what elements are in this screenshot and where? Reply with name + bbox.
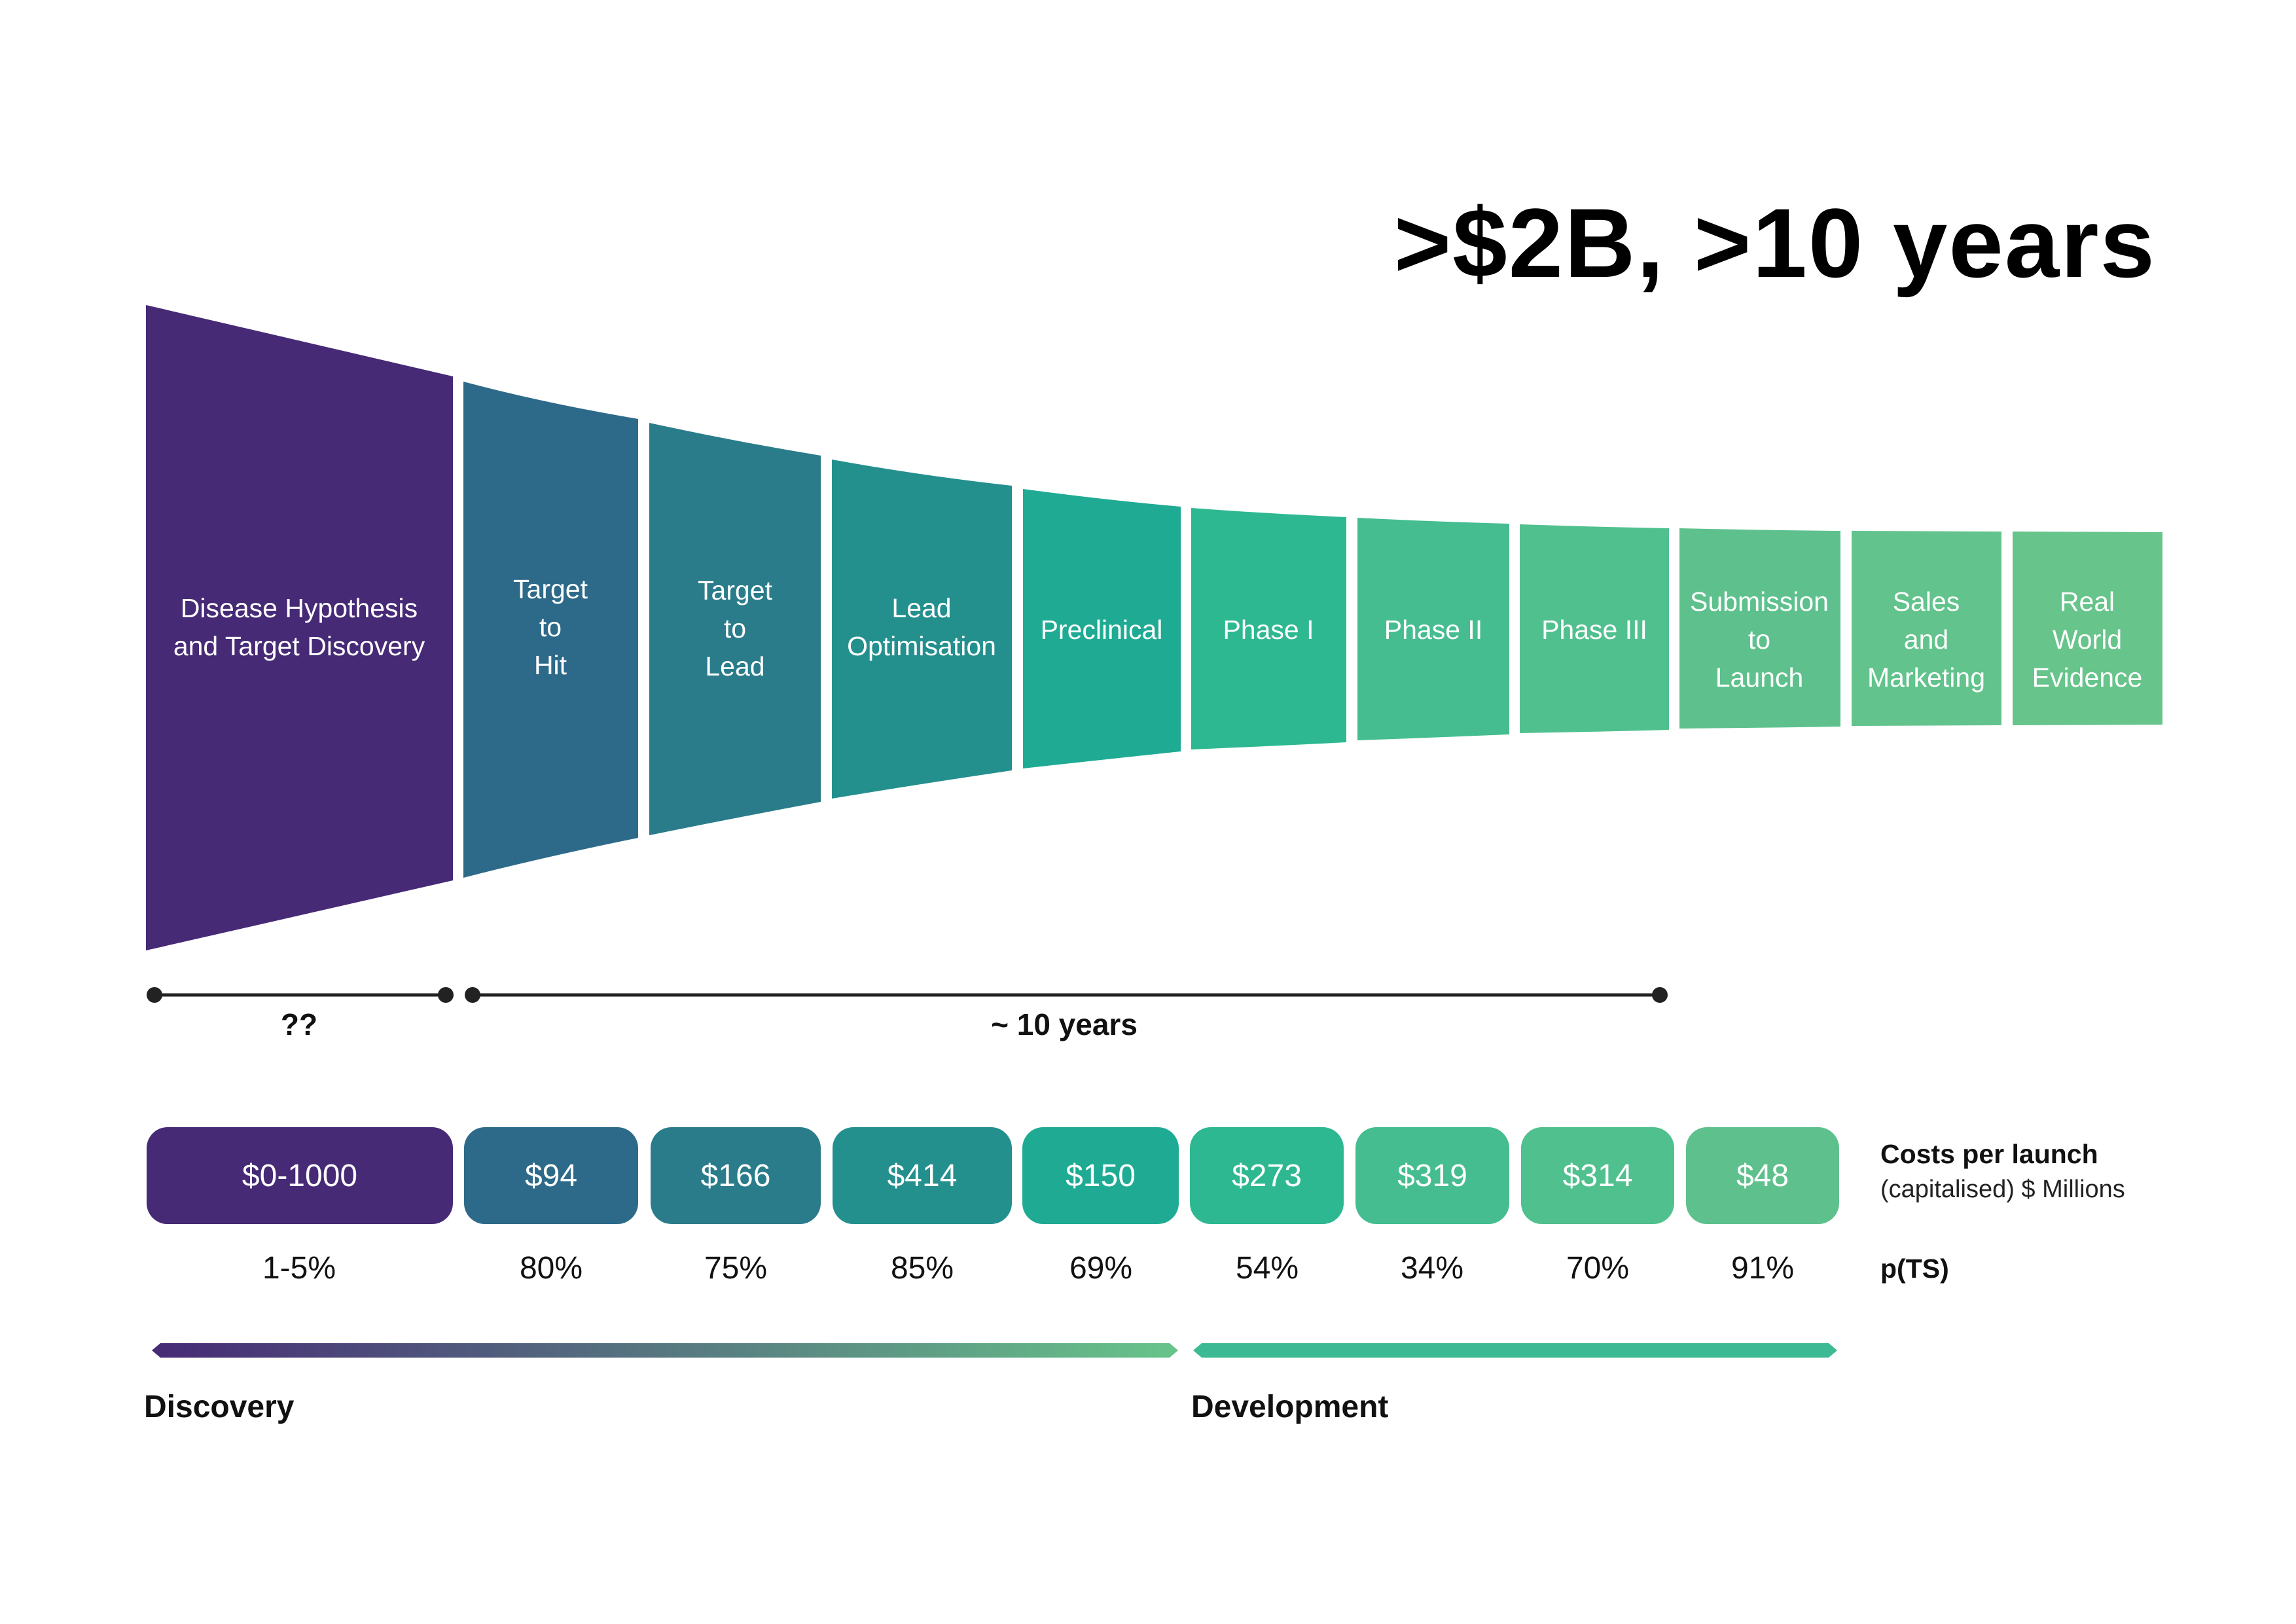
discovery-timeline-start-dot	[147, 987, 162, 1003]
stage-label-target-to-hit: Target to Hit	[513, 574, 588, 680]
prob-lead-optimisation: 85%	[890, 1251, 954, 1286]
stage-phase-iii-shape	[1520, 524, 1669, 733]
prob-target-to-lead: 75%	[704, 1251, 768, 1286]
cost-box-disease-hypothesis: $0-1000	[147, 1127, 453, 1224]
stage-label-phase-i: Phase I	[1223, 615, 1314, 645]
stage-label-sales-and-marketing: Sales and Marketing	[1867, 586, 1986, 693]
discovery-phase-label: Discovery	[144, 1390, 295, 1424]
development-timeline-end-dot	[1652, 987, 1668, 1003]
prob-phase-ii: 34%	[1400, 1251, 1464, 1286]
stage-submission-to-launch-shape	[1679, 528, 1840, 729]
prob-submission-to-launch: 91%	[1731, 1251, 1795, 1286]
cost-box-submission-to-launch: $48	[1686, 1127, 1839, 1224]
cost-box-lead-optimisation: $414	[833, 1127, 1012, 1224]
cost-box-target-to-lead: $166	[651, 1127, 821, 1224]
development-phase-label: Development	[1191, 1390, 1389, 1424]
cost-box-preclinical: $150	[1022, 1127, 1179, 1224]
stage-real-world-evidence-shape	[2013, 532, 2162, 725]
discovery-timeline-end-dot	[438, 987, 454, 1003]
stage-label-real-world-evidence: Real World Evidence	[2032, 586, 2143, 693]
costs-title: Costs per launch	[1880, 1139, 2098, 1169]
probabilities-title: p(TS)	[1880, 1254, 1949, 1284]
stage-target-to-lead-shape	[649, 423, 821, 835]
stage-label-lead-optimisation: Lead Optimisation	[847, 593, 996, 661]
stage-label-phase-iii: Phase III	[1541, 615, 1647, 645]
stage-label-submission-to-launch: Submission to Launch	[1690, 586, 1829, 693]
cost-box-phase-iii: $314	[1521, 1127, 1674, 1224]
development-phase-bar	[1193, 1343, 1837, 1358]
stage-lead-optimisation-shape	[832, 460, 1012, 799]
cost-box-phase-ii: $319	[1355, 1127, 1509, 1224]
development-duration-label: ~ 10 years	[991, 1007, 1138, 1041]
cost-box-phase-i: $273	[1190, 1127, 1344, 1224]
stage-disease-hypothesis-shape	[146, 305, 453, 950]
stage-phase-ii-shape	[1357, 518, 1509, 740]
stage-label-target-to-lead: Target to Lead	[698, 575, 772, 681]
headline: >$2B, >10 years	[1393, 188, 2156, 298]
discovery-duration-label: ??	[280, 1007, 318, 1041]
prob-disease-hypothesis: 1-5%	[262, 1251, 336, 1286]
stage-sales-and-marketing-shape	[1852, 531, 2001, 726]
prob-phase-i: 54%	[1235, 1251, 1299, 1286]
development-timeline-start-dot	[465, 987, 480, 1003]
discovery-phase-bar	[152, 1343, 1178, 1358]
stage-label-preclinical: Preclinical	[1040, 615, 1163, 645]
prob-preclinical: 69%	[1069, 1251, 1133, 1286]
prob-target-to-hit: 80%	[519, 1251, 583, 1286]
stage-label-phase-ii: Phase II	[1384, 615, 1483, 645]
stage-label-disease-hypothesis: Disease Hypothesis and Target Discovery	[173, 593, 425, 661]
cost-box-target-to-hit: $94	[464, 1127, 638, 1224]
costs-subtitle: (capitalised) $ Millions	[1880, 1176, 2125, 1203]
prob-phase-iii: 70%	[1566, 1251, 1630, 1286]
stage-phase-i-shape	[1191, 508, 1346, 749]
stage-preclinical-shape	[1023, 489, 1181, 768]
stage-target-to-hit-shape	[463, 382, 638, 878]
